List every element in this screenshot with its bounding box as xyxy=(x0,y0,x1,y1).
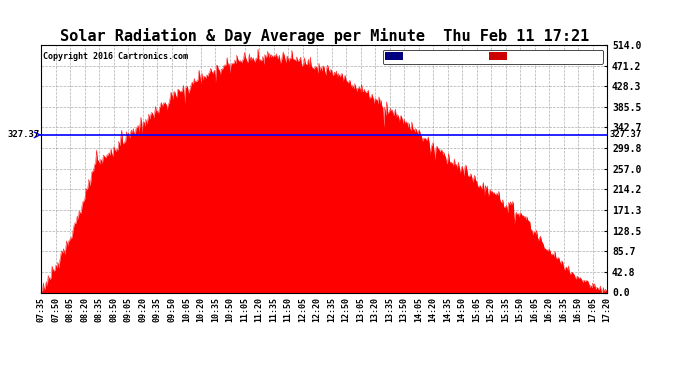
Title: Solar Radiation & Day Average per Minute  Thu Feb 11 17:21: Solar Radiation & Day Average per Minute… xyxy=(59,28,589,44)
Text: 327.37: 327.37 xyxy=(609,130,642,140)
Legend: Median  (w/m2), Radiation  (w/m2): Median (w/m2), Radiation (w/m2) xyxy=(383,50,602,64)
Text: Copyright 2016 Cartronics.com: Copyright 2016 Cartronics.com xyxy=(43,53,188,62)
Text: 327.37: 327.37 xyxy=(7,130,39,140)
